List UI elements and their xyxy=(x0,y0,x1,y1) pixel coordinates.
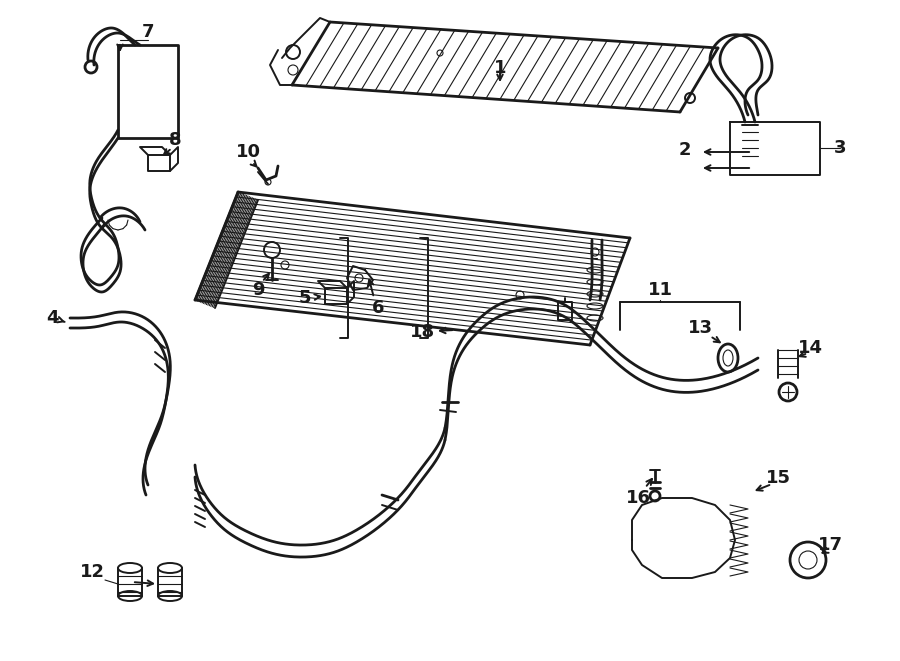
Text: 14: 14 xyxy=(797,339,823,357)
Text: 1: 1 xyxy=(494,59,506,77)
Text: 7: 7 xyxy=(142,23,154,41)
Text: 3: 3 xyxy=(833,139,846,157)
Text: 9: 9 xyxy=(252,281,265,299)
Text: 4: 4 xyxy=(46,309,58,327)
Text: 13: 13 xyxy=(688,319,713,337)
Text: 12: 12 xyxy=(79,563,104,581)
Text: 10: 10 xyxy=(236,143,260,161)
Text: 11: 11 xyxy=(647,281,672,299)
Text: 17: 17 xyxy=(817,536,842,554)
Text: 5: 5 xyxy=(299,289,311,307)
Text: 18: 18 xyxy=(410,323,435,341)
Text: 2: 2 xyxy=(679,141,691,159)
Text: 15: 15 xyxy=(766,469,790,487)
Text: 16: 16 xyxy=(626,489,651,507)
Text: 6: 6 xyxy=(372,299,384,317)
Text: 8: 8 xyxy=(168,131,181,149)
